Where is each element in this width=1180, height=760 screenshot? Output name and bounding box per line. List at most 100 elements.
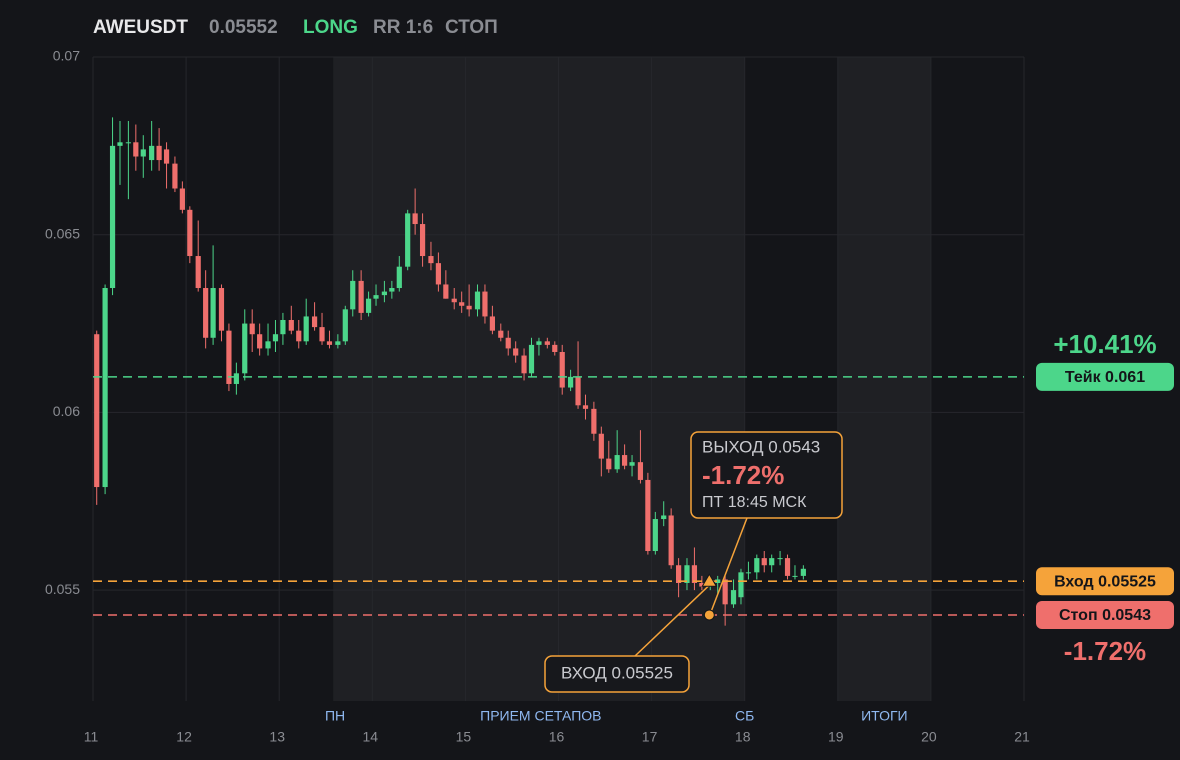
candle-body bbox=[265, 341, 271, 349]
candle-body bbox=[676, 565, 682, 584]
candle-body bbox=[505, 337, 511, 349]
candle-body bbox=[652, 519, 658, 552]
candle-body bbox=[489, 316, 495, 331]
candle-body bbox=[466, 305, 472, 310]
candle-body bbox=[428, 256, 434, 264]
entry-marker bbox=[701, 573, 718, 587]
candle-body bbox=[365, 298, 372, 313]
candle-body bbox=[800, 568, 806, 576]
candle-body bbox=[521, 355, 527, 374]
candle-body bbox=[498, 330, 504, 338]
candle-body bbox=[474, 291, 481, 310]
candle-body bbox=[133, 142, 139, 157]
candle-body bbox=[637, 462, 644, 480]
candle-body bbox=[358, 280, 364, 313]
candle-body bbox=[622, 455, 628, 466]
candle-body bbox=[645, 479, 651, 552]
candle-body bbox=[272, 334, 279, 342]
x-tick-label: 18 bbox=[735, 729, 751, 745]
exit-title: ВЫХОД 0.0543 bbox=[702, 437, 820, 456]
period-label: ПН bbox=[325, 708, 345, 724]
candle-body bbox=[777, 558, 783, 560]
candle-body bbox=[373, 295, 379, 299]
candle-body bbox=[326, 341, 333, 345]
candle-body bbox=[149, 145, 155, 161]
exit-marker bbox=[703, 609, 715, 621]
candle-body bbox=[242, 323, 248, 374]
candle-body bbox=[722, 579, 728, 605]
candle-body bbox=[745, 572, 752, 574]
candle-body bbox=[342, 309, 348, 342]
candle-body bbox=[606, 458, 612, 470]
candle-body bbox=[288, 320, 294, 331]
x-tick-label: 20 bbox=[921, 729, 937, 745]
candle-body bbox=[187, 209, 193, 257]
candle-body bbox=[582, 405, 589, 409]
candle-body bbox=[203, 288, 209, 338]
period-label: СБ bbox=[735, 708, 754, 724]
level-label: Вход 0.05525 bbox=[1054, 573, 1156, 590]
candle-body bbox=[559, 351, 565, 388]
x-tick-label: 12 bbox=[176, 729, 192, 745]
risk-reward: RR 1:6 bbox=[373, 17, 433, 38]
candle-body bbox=[761, 558, 767, 566]
candle-body bbox=[226, 330, 232, 384]
candle-body bbox=[249, 323, 255, 335]
level-label: Тейк 0.061 bbox=[1065, 369, 1145, 386]
candle-body bbox=[443, 284, 449, 299]
candle-body bbox=[591, 408, 597, 434]
candle-body bbox=[684, 565, 690, 584]
session-region bbox=[837, 57, 931, 701]
candle-body bbox=[435, 263, 441, 285]
candle-body bbox=[769, 558, 775, 566]
candle-body bbox=[389, 288, 395, 292]
candle-body bbox=[451, 298, 457, 303]
candle-body bbox=[738, 572, 744, 598]
candle-body bbox=[629, 462, 635, 466]
exit-pct: -1.72% bbox=[702, 460, 784, 490]
candle-body bbox=[117, 142, 123, 146]
grid-layer: 0.055 0.06 0.065 0.07 11 12 13 14 15 16 17 18 19 20 21 bbox=[45, 48, 1030, 745]
level-label: Стоп 0.0543 bbox=[1059, 607, 1151, 624]
y-tick-label: 0.065 bbox=[45, 225, 80, 241]
y-tick-label: 0.055 bbox=[45, 581, 80, 597]
candle-body bbox=[303, 316, 309, 342]
candle-body bbox=[156, 145, 162, 161]
candle-body bbox=[210, 288, 216, 338]
candle-body bbox=[405, 213, 411, 267]
candle-body bbox=[195, 256, 201, 289]
level-pill bbox=[1036, 362, 1174, 391]
candle-body bbox=[296, 330, 302, 342]
x-tick-label: 16 bbox=[549, 729, 565, 745]
symbol: AWEUSDT bbox=[93, 17, 188, 38]
candle-body bbox=[257, 334, 263, 349]
side: LONG bbox=[303, 17, 358, 38]
candle-body bbox=[412, 213, 418, 225]
candle-body bbox=[350, 280, 356, 310]
candle-body bbox=[691, 565, 698, 584]
exit-time: ПТ 18:45 МСК bbox=[702, 494, 807, 511]
candle-layer bbox=[94, 117, 806, 626]
candle-body bbox=[552, 344, 558, 352]
candle-body bbox=[381, 291, 388, 296]
candle-body bbox=[163, 149, 170, 164]
candle-body bbox=[661, 515, 667, 520]
candle-body bbox=[528, 344, 535, 374]
stop-loss-pct: -1.72% bbox=[1064, 636, 1146, 666]
candle-body bbox=[784, 558, 791, 576]
candle-body bbox=[280, 320, 286, 335]
price: 0.05552 bbox=[209, 17, 278, 38]
level-pill bbox=[1036, 567, 1174, 596]
take-profit-pct: +10.41% bbox=[1053, 329, 1156, 359]
candle-body bbox=[125, 142, 131, 144]
candle-body bbox=[715, 579, 721, 584]
candle-body bbox=[699, 583, 705, 587]
entry-connector bbox=[634, 584, 710, 657]
candle-body bbox=[536, 341, 542, 345]
level-pill bbox=[1036, 600, 1174, 629]
candle-body bbox=[140, 149, 146, 157]
candle-body bbox=[482, 291, 488, 317]
x-tick-label: 19 bbox=[828, 729, 844, 745]
candle-body bbox=[792, 575, 798, 577]
candle-body bbox=[668, 515, 674, 566]
